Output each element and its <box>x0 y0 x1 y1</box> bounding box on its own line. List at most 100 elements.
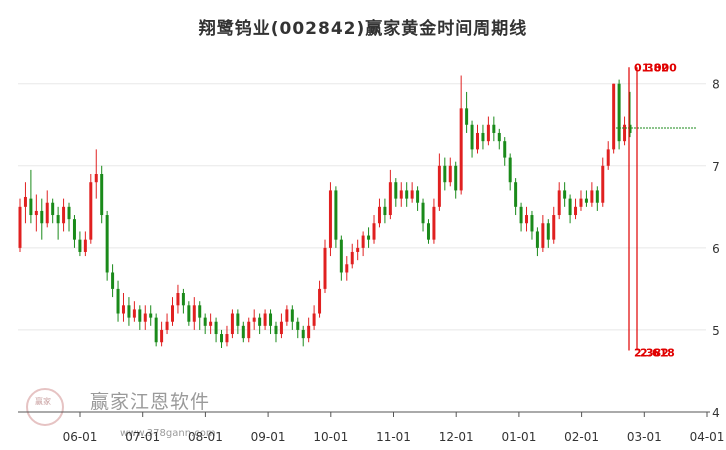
candle <box>78 231 82 257</box>
cycle-label-bottom: 2.382 <box>634 346 669 359</box>
candle-body <box>492 124 496 133</box>
candle <box>312 305 316 330</box>
candle <box>394 178 398 207</box>
candle <box>606 141 610 170</box>
candle-body <box>165 321 169 330</box>
candle <box>318 280 322 318</box>
chart-title: 翔鹭钨业(002842)赢家黄金时间周期线 <box>198 19 528 39</box>
x-tick-label: 03-01 <box>627 430 662 444</box>
candle <box>154 313 158 347</box>
x-tick-label: 09-01 <box>251 430 286 444</box>
x-tick-label: 12-01 <box>439 430 474 444</box>
candle <box>258 313 262 335</box>
candle-body <box>476 132 479 150</box>
candle-body <box>236 313 240 326</box>
candlestick-series <box>18 75 632 348</box>
x-axis-ticks: 06-01 07-01 08-01 09-01 10-01 11-01 12-01 01-01… <box>63 412 724 444</box>
candle-body <box>105 215 109 273</box>
candle <box>176 284 180 314</box>
candle <box>89 174 93 244</box>
candle <box>181 288 185 314</box>
candle-body <box>388 182 392 216</box>
candle <box>279 313 283 339</box>
candle-body <box>595 190 599 203</box>
candle-body <box>546 223 550 240</box>
y-tick-label: 4 <box>712 406 720 420</box>
candle <box>519 202 523 232</box>
candle <box>105 210 109 281</box>
candle-body <box>171 305 174 322</box>
cycle-label-top: 0.382 <box>634 61 669 74</box>
candle <box>443 157 447 191</box>
candle-body <box>301 329 305 339</box>
candle <box>361 231 365 257</box>
candle-body <box>121 305 125 314</box>
candle-body <box>410 190 414 199</box>
candle-body <box>590 190 594 203</box>
candle-body <box>437 165 441 207</box>
candle-body <box>252 317 256 322</box>
candle <box>612 83 616 154</box>
candle <box>18 198 22 252</box>
candle <box>236 309 240 335</box>
candle <box>530 210 534 240</box>
candle-body <box>508 157 512 183</box>
candle-body <box>579 198 583 207</box>
candle <box>465 91 469 133</box>
candle <box>241 321 245 343</box>
candle <box>230 309 234 339</box>
candle-body <box>198 305 202 318</box>
candle <box>416 186 420 211</box>
candle-body <box>448 165 452 183</box>
candle <box>187 301 191 326</box>
candle-body <box>160 329 164 343</box>
candle <box>535 227 539 257</box>
candle-body <box>345 264 349 273</box>
y-tick-label: 6 <box>712 242 720 256</box>
candle-body <box>214 321 218 335</box>
candle-body <box>323 247 327 289</box>
candle-body <box>220 334 224 343</box>
candle <box>45 190 49 228</box>
candle <box>383 198 387 224</box>
candle <box>508 153 512 191</box>
candle <box>410 182 414 203</box>
candle-body <box>241 325 245 339</box>
candle <box>432 198 436 244</box>
candle-body <box>312 313 316 326</box>
candle <box>203 313 207 335</box>
candle-body <box>263 313 267 326</box>
watermark-logo-icon: 赢家 <box>26 388 64 426</box>
candle <box>579 190 583 211</box>
candle-body <box>399 190 403 199</box>
candle <box>350 243 354 269</box>
candle-body <box>89 182 93 240</box>
candle-body <box>296 321 300 330</box>
candle <box>290 305 294 330</box>
candle-body <box>394 182 398 199</box>
watermark-url: www.378gann.com <box>120 428 216 439</box>
candle-body <box>459 108 463 191</box>
candle-body <box>623 124 627 142</box>
candle <box>67 202 71 232</box>
x-tick-label: 01-01 <box>501 430 536 444</box>
candle-body <box>258 317 262 326</box>
candle-body <box>127 305 131 318</box>
candle <box>127 297 131 326</box>
candle <box>192 297 196 330</box>
candle <box>296 317 300 339</box>
candle <box>121 293 125 322</box>
candle-body <box>519 206 523 224</box>
candle-body <box>334 190 338 240</box>
candle <box>138 305 142 330</box>
watermark-brand: 赢家江恩软件 <box>90 391 210 413</box>
candle-body <box>225 334 229 343</box>
y-tick-label: 7 <box>712 160 720 174</box>
cycle-label-top-overlap: 1.000 <box>642 61 677 74</box>
candle-body <box>72 219 76 240</box>
candle-body <box>78 239 82 252</box>
candle-body <box>149 313 153 318</box>
cycle-label-bottom-overlap: 2.618 <box>640 346 675 359</box>
candle <box>546 219 550 248</box>
